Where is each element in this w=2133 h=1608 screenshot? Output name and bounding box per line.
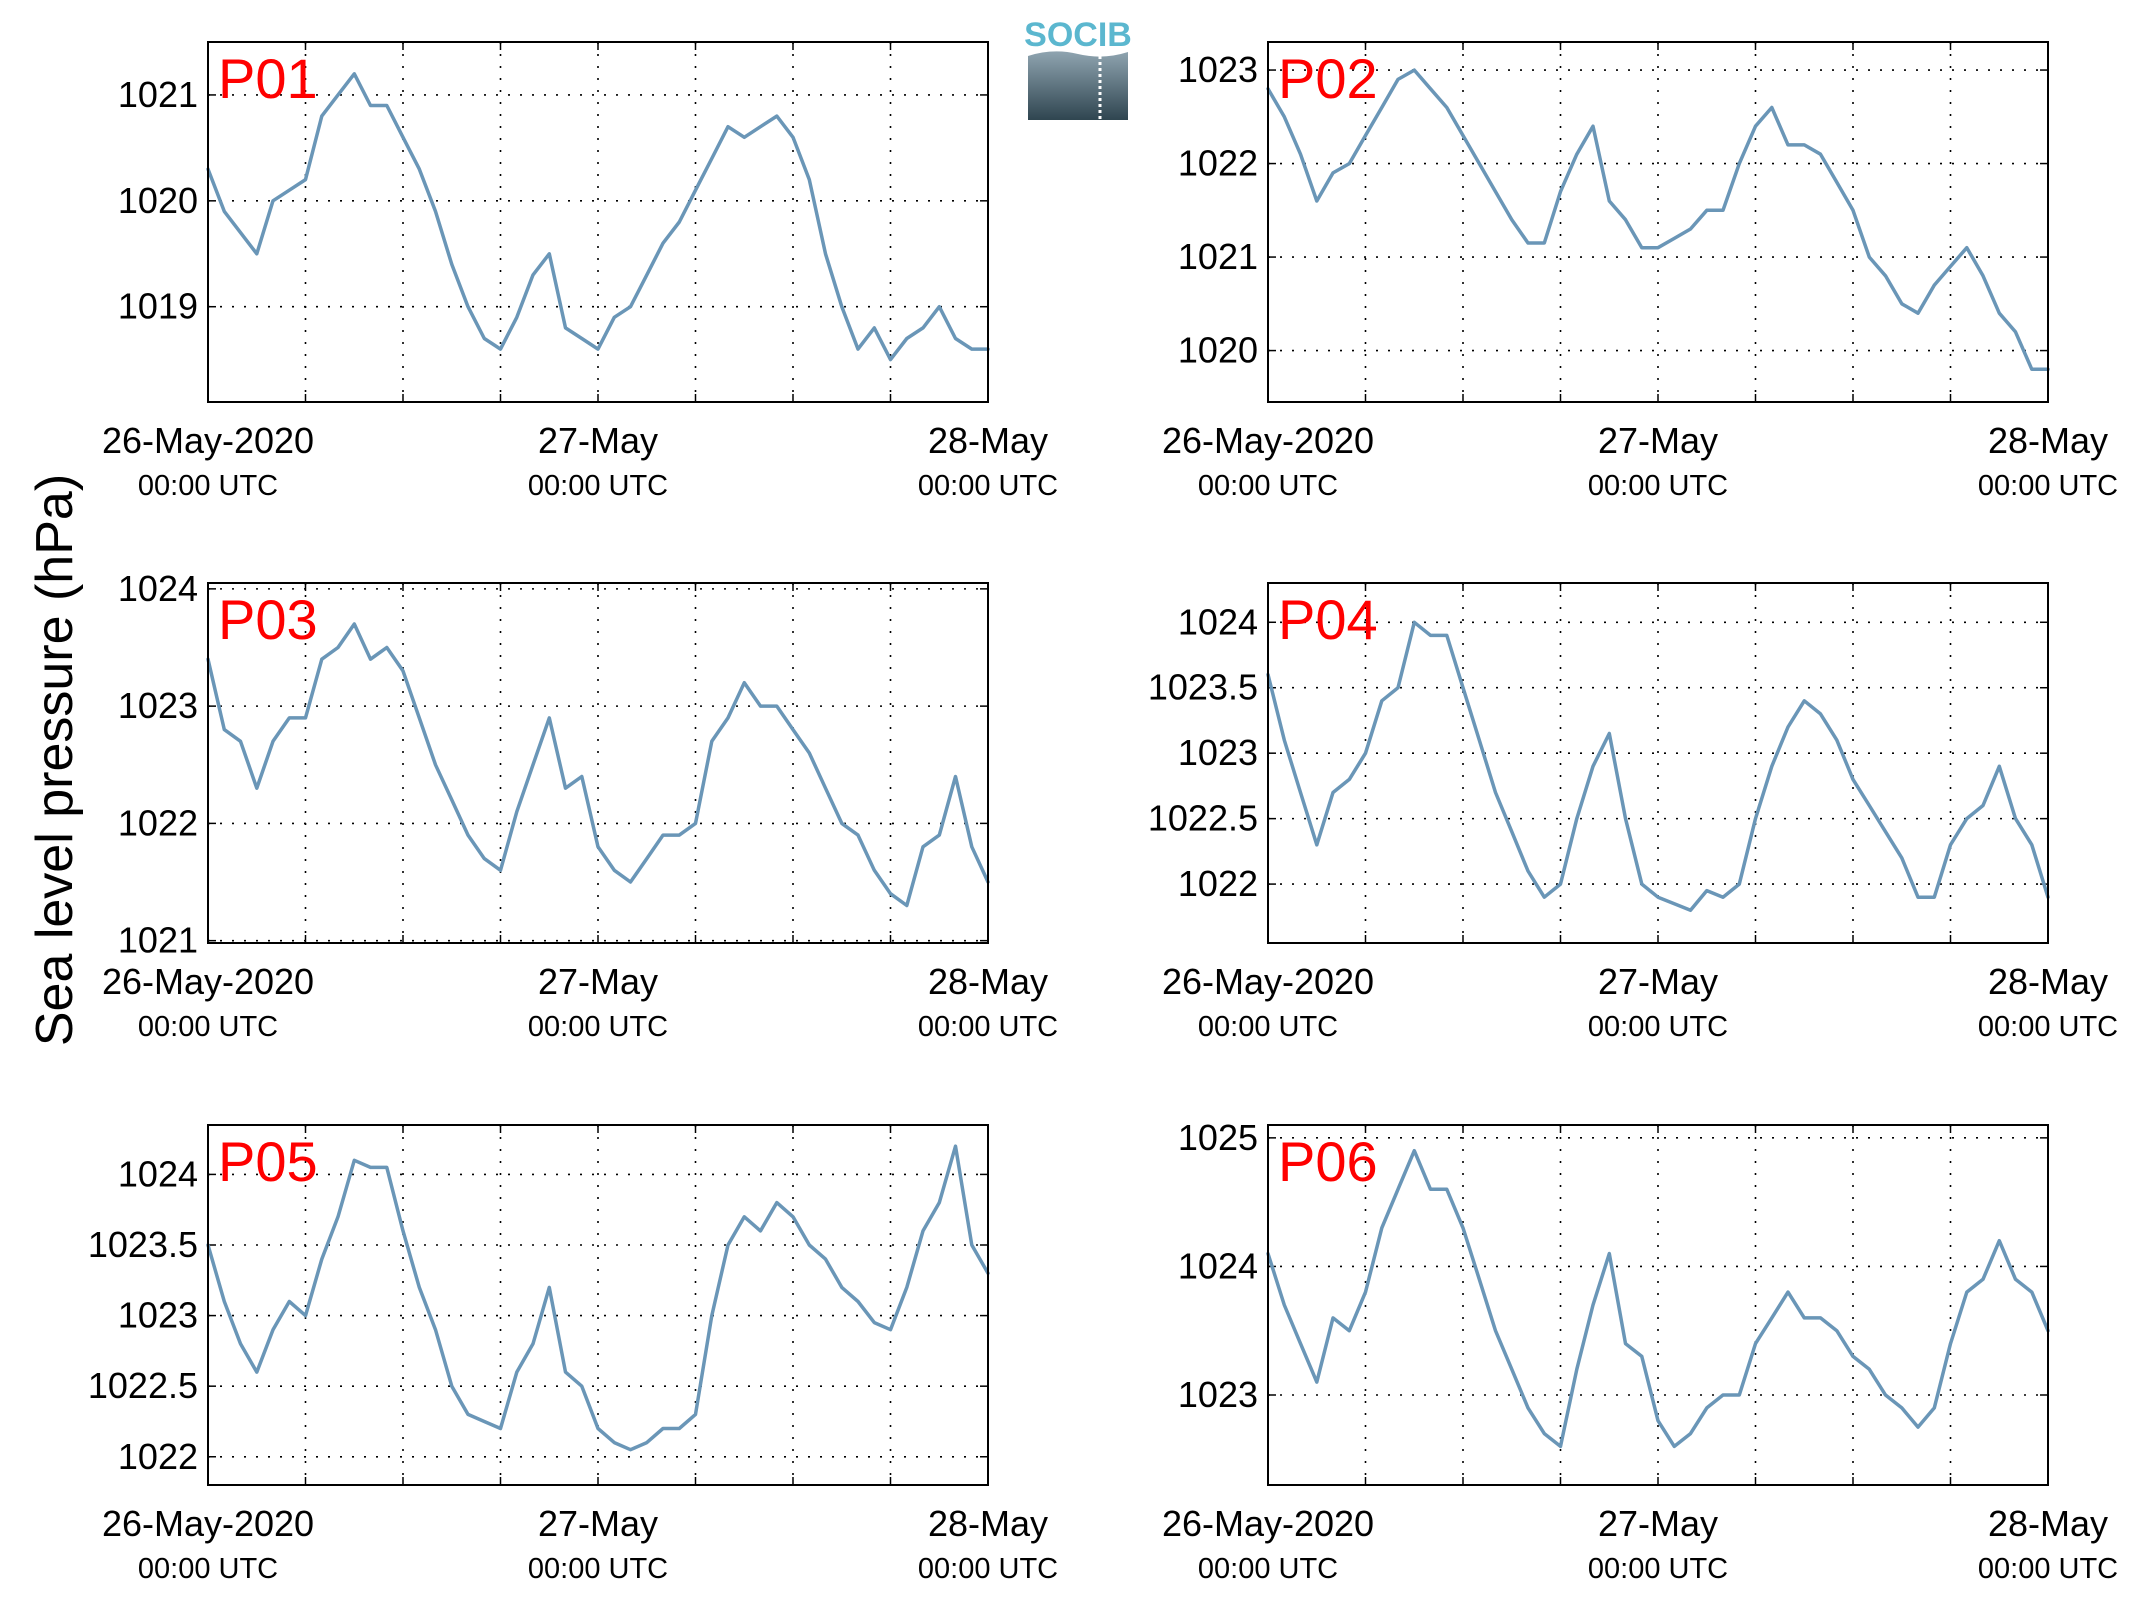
x-tick-time-label: 00:00 UTC — [528, 470, 668, 502]
panel-label: P01 — [218, 47, 318, 110]
pressure-series-line — [1266, 68, 2050, 372]
x-tick-date-label: 26-May-2020 — [102, 420, 314, 461]
chart-panel-p03: 1021 1022 1023 1024 26-May-2020 00:00 UTC 27-M… — [102, 568, 1058, 1043]
y-tick-label: 1021 — [1178, 236, 1258, 277]
y-axis-label: Sea level pressure (hPa) — [26, 474, 84, 1046]
x-tick-time-label: 00:00 UTC — [1588, 1011, 1728, 1043]
x-tick-time-label: 00:00 UTC — [1978, 1011, 2118, 1043]
y-tick-label: 1021 — [118, 74, 198, 115]
x-tick-time-label: 00:00 UTC — [918, 1011, 1058, 1043]
panel-label: P03 — [218, 588, 318, 651]
x-tick-date-label: 26-May-2020 — [1162, 420, 1374, 461]
x-tick-time-label: 00:00 UTC — [1588, 1553, 1728, 1585]
y-tick-label: 1023 — [1178, 49, 1258, 90]
x-tick-date-label: 26-May-2020 — [1162, 961, 1374, 1002]
x-tick-date-label: 27-May — [1598, 961, 1718, 1002]
chart-panel-p05: 1022 1022.5 1023 1023.5 1024 26-May-2020 00:00… — [88, 1124, 1058, 1585]
y-tick-label: 1024 — [118, 568, 198, 609]
y-tick-label: 1019 — [118, 286, 198, 327]
panel-label: P06 — [1278, 1130, 1378, 1193]
chart-panel-p04: 1022 1022.5 1023 1023.5 1024 26-May-2020 00:00… — [1148, 582, 2118, 1043]
logo-text: SOCIB — [1024, 16, 1132, 54]
axes-frame — [207, 1124, 989, 1486]
y-tick-label: 1023.5 — [88, 1224, 198, 1265]
pressure-series-line — [206, 622, 990, 908]
axes-frame — [1267, 1124, 2049, 1486]
y-tick-label: 1022.5 — [1148, 798, 1258, 839]
y-tick-label: 1023 — [1178, 1374, 1258, 1415]
panel-label: P02 — [1278, 47, 1378, 110]
x-tick-date-label: 28-May — [1988, 420, 2108, 461]
x-tick-date-label: 28-May — [1988, 961, 2108, 1002]
x-tick-time-label: 00:00 UTC — [1978, 470, 2118, 502]
axes-frame — [207, 41, 989, 403]
y-tick-label: 1024 — [1178, 1245, 1258, 1286]
y-tick-label: 1020 — [118, 180, 198, 221]
y-tick-label: 1021 — [118, 920, 198, 961]
x-tick-time-label: 00:00 UTC — [138, 470, 278, 502]
y-tick-label: 1023 — [118, 1295, 198, 1336]
x-tick-date-label: 28-May — [928, 420, 1048, 461]
chart-panel-p01: 1019 1020 1021 26-May-2020 00:00 UTC 27-May 00… — [102, 41, 1058, 502]
y-tick-label: 1022 — [1178, 143, 1258, 184]
x-tick-time-label: 00:00 UTC — [918, 1553, 1058, 1585]
panel-label: P05 — [218, 1130, 318, 1193]
x-tick-time-label: 00:00 UTC — [528, 1553, 668, 1585]
x-tick-time-label: 00:00 UTC — [1588, 470, 1728, 502]
x-tick-date-label: 26-May-2020 — [102, 1503, 314, 1544]
x-tick-time-label: 00:00 UTC — [1198, 470, 1338, 502]
x-tick-date-label: 27-May — [538, 961, 658, 1002]
socib-logo: SOCIB — [1024, 16, 1132, 120]
x-tick-date-label: 28-May — [928, 961, 1048, 1002]
axes-frame — [1267, 582, 2049, 944]
y-tick-label: 1022 — [118, 802, 198, 843]
x-tick-date-label: 27-May — [538, 1503, 658, 1544]
pressure-series-line — [1266, 1148, 2050, 1449]
y-tick-label: 1023.5 — [1148, 667, 1258, 708]
x-tick-time-label: 00:00 UTC — [1198, 1011, 1338, 1043]
pressure-series-line — [206, 1144, 990, 1452]
logo-wave-icon — [1028, 51, 1128, 120]
y-tick-label: 1022 — [1178, 863, 1258, 904]
x-tick-date-label: 26-May-2020 — [1162, 1503, 1374, 1544]
chart-panel-p02: 1020 1021 1022 1023 26-May-2020 00:00 UTC 27-M… — [1162, 41, 2118, 502]
x-tick-time-label: 00:00 UTC — [138, 1011, 278, 1043]
pressure-series-line — [1266, 620, 2050, 913]
x-tick-date-label: 26-May-2020 — [102, 961, 314, 1002]
y-tick-label: 1023 — [118, 685, 198, 726]
y-tick-label: 1022 — [118, 1436, 198, 1477]
chart-panel-p06: 1023 1024 1025 26-May-2020 00:00 UTC 27-May 00… — [1162, 1117, 2118, 1585]
x-tick-time-label: 00:00 UTC — [138, 1553, 278, 1585]
x-tick-time-label: 00:00 UTC — [528, 1011, 668, 1043]
y-tick-label: 1020 — [1178, 330, 1258, 371]
x-tick-date-label: 28-May — [928, 1503, 1048, 1544]
x-tick-date-label: 27-May — [1598, 1503, 1718, 1544]
x-tick-time-label: 00:00 UTC — [918, 470, 1058, 502]
y-tick-label: 1024 — [1178, 601, 1258, 642]
y-tick-label: 1022.5 — [88, 1365, 198, 1406]
panel-label: P04 — [1278, 588, 1378, 651]
x-tick-date-label: 27-May — [538, 420, 658, 461]
axes-frame — [207, 582, 989, 944]
x-tick-time-label: 00:00 UTC — [1198, 1553, 1338, 1585]
x-tick-date-label: 28-May — [1988, 1503, 2108, 1544]
y-tick-label: 1023 — [1178, 732, 1258, 773]
x-tick-date-label: 27-May — [1598, 420, 1718, 461]
pressure-series-line — [206, 72, 990, 362]
y-tick-label: 1024 — [118, 1153, 198, 1194]
y-tick-label: 1025 — [1178, 1117, 1258, 1158]
x-tick-time-label: 00:00 UTC — [1978, 1553, 2118, 1585]
axes-frame — [1267, 41, 2049, 403]
